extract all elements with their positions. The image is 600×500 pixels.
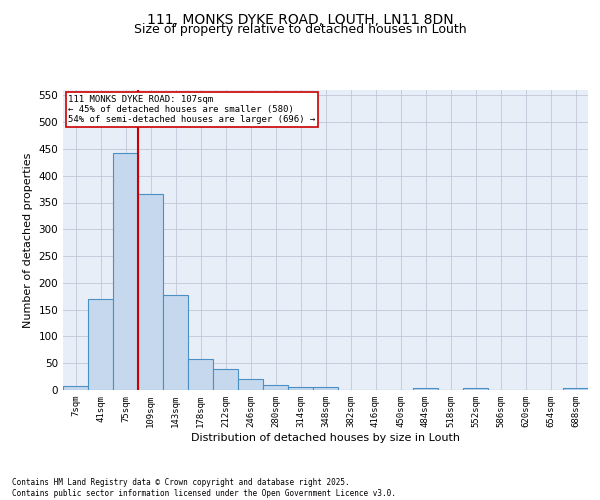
Bar (238, 380, 263, 390)
Bar (63, 386, 88, 390)
Text: Size of property relative to detached houses in Louth: Size of property relative to detached ho… (134, 22, 466, 36)
Text: Contains HM Land Registry data © Crown copyright and database right 2025.
Contai: Contains HM Land Registry data © Crown c… (12, 478, 396, 498)
Bar (463, 388, 488, 390)
Bar (188, 360, 213, 390)
Bar (288, 388, 313, 390)
Bar (313, 388, 338, 390)
Bar (88, 299, 113, 390)
Bar (563, 388, 588, 390)
Bar (113, 153, 138, 390)
Bar (413, 388, 438, 390)
Bar (138, 194, 163, 390)
Bar (213, 368, 238, 390)
Bar (163, 294, 188, 390)
Text: 111, MONKS DYKE ROAD, LOUTH, LN11 8DN: 111, MONKS DYKE ROAD, LOUTH, LN11 8DN (146, 12, 454, 26)
X-axis label: Distribution of detached houses by size in Louth: Distribution of detached houses by size … (191, 432, 460, 442)
Text: 111 MONKS DYKE ROAD: 107sqm
← 45% of detached houses are smaller (580)
54% of se: 111 MONKS DYKE ROAD: 107sqm ← 45% of det… (68, 94, 316, 124)
Y-axis label: Number of detached properties: Number of detached properties (23, 152, 33, 328)
Bar (263, 384, 288, 390)
